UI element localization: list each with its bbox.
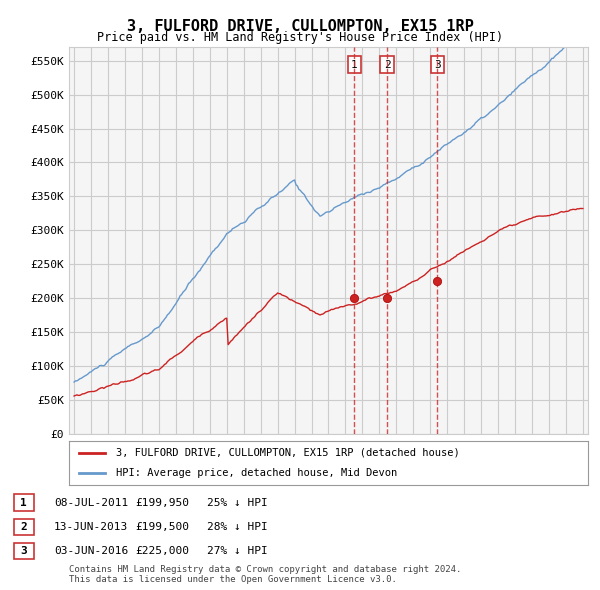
Text: 03-JUN-2016: 03-JUN-2016 [54,546,128,556]
Text: 2: 2 [383,60,391,70]
Text: 3: 3 [434,60,441,70]
Text: Contains HM Land Registry data © Crown copyright and database right 2024.: Contains HM Land Registry data © Crown c… [69,565,461,574]
Text: 08-JUL-2011: 08-JUL-2011 [54,498,128,507]
Text: 3, FULFORD DRIVE, CULLOMPTON, EX15 1RP: 3, FULFORD DRIVE, CULLOMPTON, EX15 1RP [127,19,473,34]
Text: £225,000: £225,000 [135,546,189,556]
Text: £199,950: £199,950 [135,498,189,507]
Text: £199,500: £199,500 [135,522,189,532]
Text: HPI: Average price, detached house, Mid Devon: HPI: Average price, detached house, Mid … [116,468,397,478]
Text: 25% ↓ HPI: 25% ↓ HPI [207,498,268,507]
FancyBboxPatch shape [14,519,34,535]
FancyBboxPatch shape [14,494,34,511]
Text: 1: 1 [351,60,358,70]
Text: 3: 3 [20,546,27,556]
Text: 1: 1 [20,498,27,507]
Text: This data is licensed under the Open Government Licence v3.0.: This data is licensed under the Open Gov… [69,575,397,584]
FancyBboxPatch shape [14,543,34,559]
Text: 13-JUN-2013: 13-JUN-2013 [54,522,128,532]
Text: Price paid vs. HM Land Registry's House Price Index (HPI): Price paid vs. HM Land Registry's House … [97,31,503,44]
Text: 28% ↓ HPI: 28% ↓ HPI [207,522,268,532]
Text: 27% ↓ HPI: 27% ↓ HPI [207,546,268,556]
Text: 2: 2 [20,522,27,532]
Text: 3, FULFORD DRIVE, CULLOMPTON, EX15 1RP (detached house): 3, FULFORD DRIVE, CULLOMPTON, EX15 1RP (… [116,448,460,458]
